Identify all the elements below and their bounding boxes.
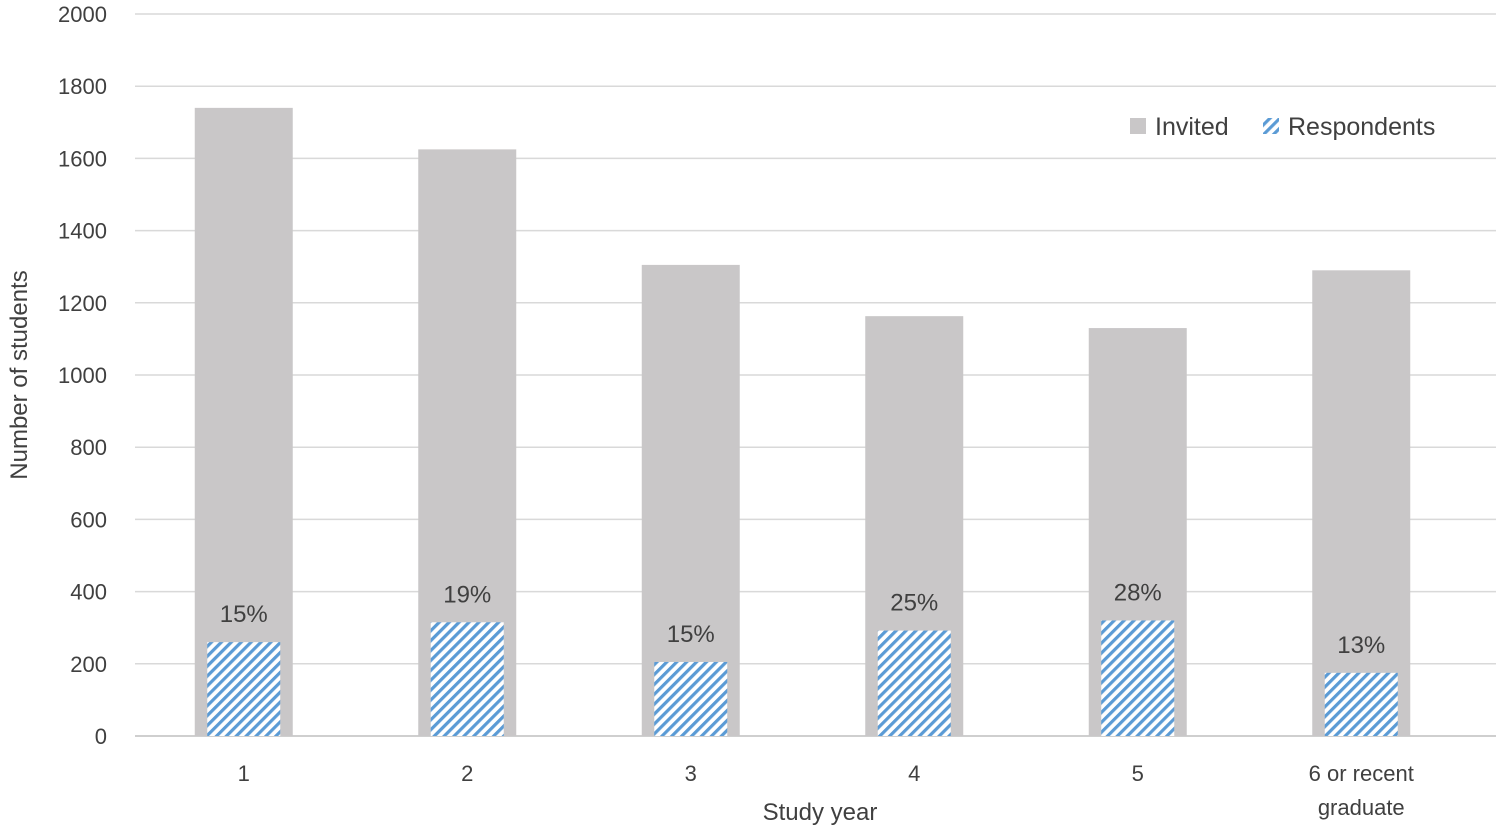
- legend-swatch-respondents: [1263, 118, 1279, 134]
- bar-respondents: [654, 661, 728, 736]
- y-tick-label: 400: [70, 580, 107, 605]
- bar-respondents: [1101, 620, 1175, 736]
- x-tick-label: 3: [685, 761, 697, 786]
- y-tick-label: 200: [70, 652, 107, 677]
- legend: Invited Respondents: [1130, 113, 1435, 141]
- x-tick-label: 5: [1132, 761, 1144, 786]
- y-tick-label: 1400: [58, 219, 107, 244]
- x-tick-label: 1: [238, 761, 250, 786]
- data-label: 15%: [220, 601, 268, 628]
- y-tick-label: 1000: [58, 363, 107, 388]
- y-tick-label: 1200: [58, 291, 107, 316]
- gridlines: [135, 13, 1496, 737]
- legend-label-invited: Invited: [1155, 113, 1229, 141]
- bar-invited: [1312, 270, 1411, 736]
- x-tick-label: 4: [908, 761, 920, 786]
- bar-respondents: [1324, 672, 1398, 736]
- data-label: 15%: [667, 621, 715, 648]
- legend-label-respondents: Respondents: [1288, 113, 1435, 141]
- bar-invited: [641, 264, 740, 736]
- bar-respondents: [877, 630, 951, 736]
- y-axis-title: Number of students: [6, 270, 33, 479]
- data-label: 19%: [443, 581, 491, 608]
- x-tick-label: graduate: [1318, 795, 1405, 820]
- bar-respondents: [430, 622, 504, 736]
- x-tick-label: 2: [461, 761, 473, 786]
- x-tick-label: 6 or recent: [1309, 761, 1414, 786]
- bars: 15% 19% 15% 25% 28% 13%: [194, 107, 1411, 737]
- legend-swatch-invited: [1130, 118, 1146, 134]
- y-tick-label: 600: [70, 507, 107, 532]
- data-label: 28%: [1114, 579, 1162, 606]
- bar-respondents: [207, 642, 281, 736]
- data-label: 13%: [1337, 632, 1385, 659]
- y-tick-label: 1600: [58, 146, 107, 171]
- bar-invited: [194, 107, 293, 737]
- y-tick-label: 0: [95, 724, 107, 749]
- y-tick-label: 800: [70, 435, 107, 460]
- y-tick-label: 1800: [58, 74, 107, 99]
- data-label: 25%: [890, 590, 938, 617]
- x-axis-ticks: 1 2 3 4 5 6 or recent graduate: [238, 761, 1414, 820]
- y-tick-label: 2000: [58, 2, 107, 27]
- x-axis-title: Study year: [763, 799, 878, 826]
- y-axis-ticks: 0 200 400 600 800 1000 1200 1400 1600 1800 2000: [58, 2, 107, 749]
